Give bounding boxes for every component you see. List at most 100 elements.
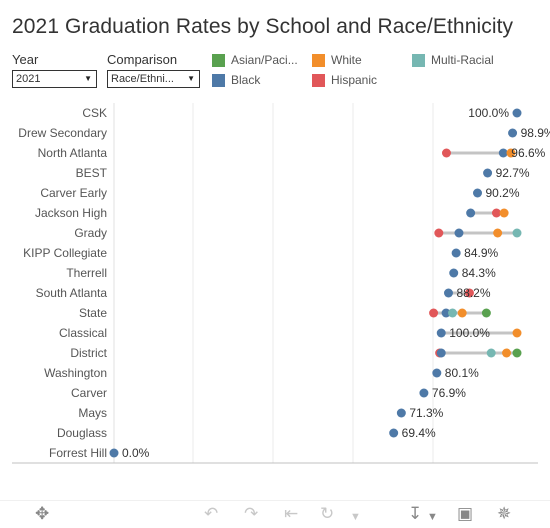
- data-point-black: [432, 368, 442, 378]
- data-point-multi-racial: [448, 308, 458, 318]
- school-label: BEST: [76, 166, 108, 180]
- chevron-down-icon: ▼: [84, 74, 92, 83]
- school-label: Carver Early: [40, 186, 107, 200]
- school-label: District: [70, 346, 107, 360]
- data-point-white: [493, 228, 503, 238]
- revert-icon[interactable]: ⇤: [284, 504, 299, 523]
- data-label: 0.0%: [122, 446, 150, 460]
- data-point-hispanic: [429, 308, 439, 318]
- legend-swatch: [212, 53, 225, 67]
- legend-label: White: [331, 53, 362, 67]
- data-point-hispanic: [491, 208, 501, 218]
- year-select[interactable]: 2021 ▼: [12, 70, 97, 88]
- comparison-label: Comparison: [107, 52, 178, 67]
- data-label: 76.9%: [432, 386, 466, 400]
- data-point-black: [483, 168, 493, 178]
- school-label: CSK: [82, 106, 107, 120]
- data-point-black: [473, 188, 483, 198]
- data-point-black: [436, 328, 446, 338]
- data-label: 80.1%: [445, 366, 479, 380]
- share-icon[interactable]: ✵: [497, 504, 512, 523]
- data-label: 69.4%: [402, 426, 436, 440]
- data-point-black: [109, 448, 119, 458]
- data-point-black: [436, 348, 446, 358]
- data-label: 98.9%: [521, 126, 550, 140]
- data-point-hispanic: [434, 228, 444, 238]
- year-select-value: 2021: [16, 73, 41, 85]
- data-point-black: [419, 388, 429, 398]
- data-point-black: [466, 208, 476, 218]
- data-point-black: [449, 268, 459, 278]
- school-label: Grady: [74, 226, 107, 240]
- legend-item-multi-racial[interactable]: Multi-Racial: [412, 52, 494, 68]
- dropdown-icon[interactable]: ▼: [350, 511, 361, 523]
- data-point-black: [389, 428, 399, 438]
- school-label: Jackson High: [35, 206, 107, 220]
- legend-item-hispanic[interactable]: Hispanic: [312, 72, 377, 88]
- legend-item-asian-pacific[interactable]: Asian/Paci...: [212, 52, 298, 68]
- row-header-pane: [12, 103, 114, 463]
- toolbar: ✥ ↶ ↷ ⇤ ↻ ▼ ↧ ▼ ▣ ✵: [0, 500, 550, 528]
- data-point-white: [499, 208, 509, 218]
- data-point-asian-paci: [512, 348, 522, 358]
- dot-range-chart: CSK 100.0% Drew Secondary 98.9% North Atlant…: [12, 103, 550, 464]
- data-point-white: [502, 348, 512, 358]
- data-point-black: [512, 108, 522, 118]
- school-label: Classical: [59, 326, 107, 340]
- legend-swatch: [312, 53, 325, 67]
- data-point-black: [441, 308, 451, 318]
- legend-swatch: [212, 73, 225, 87]
- data-label: 84.9%: [464, 246, 498, 260]
- data-point-black: [508, 128, 518, 138]
- school-label: Therrell: [66, 266, 107, 280]
- chart-title: 2021 Graduation Rates by School and Race…: [12, 15, 514, 38]
- data-point-black: [443, 288, 453, 298]
- legend-swatch: [312, 73, 325, 87]
- comparison-select[interactable]: Race/Ethni... ▼: [107, 70, 200, 88]
- legend-item-white[interactable]: White: [312, 52, 362, 68]
- school-label: Carver: [71, 386, 107, 400]
- school-label: KIPP Collegiate: [23, 246, 107, 260]
- fullscreen-icon[interactable]: ▣: [457, 504, 474, 523]
- chevron-down-icon: ▼: [187, 74, 195, 83]
- data-point-multi-racial: [486, 348, 496, 358]
- data-point-black: [451, 248, 461, 258]
- legend-label: Multi-Racial: [431, 53, 494, 67]
- data-label: 96.6%: [511, 146, 545, 160]
- legend-item-black[interactable]: Black: [212, 72, 260, 88]
- data-label: 90.2%: [486, 186, 520, 200]
- undo-icon[interactable]: ↶: [204, 504, 219, 523]
- legend-label: Black: [231, 73, 261, 87]
- school-label: State: [79, 306, 107, 320]
- data-point-white: [457, 308, 467, 318]
- school-label: Drew Secondary: [18, 126, 107, 140]
- move-icon[interactable]: ✥: [35, 504, 50, 523]
- legend-swatch: [412, 53, 425, 67]
- data-label: 92.7%: [496, 166, 530, 180]
- download-icon[interactable]: ↧: [408, 504, 423, 523]
- data-point-white: [506, 148, 516, 158]
- chevron-down-icon[interactable]: ▼: [427, 511, 438, 523]
- legend-label: Asian/Paci...: [231, 53, 298, 67]
- school-label: Mays: [78, 406, 107, 420]
- school-label: North Atlanta: [38, 146, 108, 160]
- data-point-hispanic: [441, 148, 451, 158]
- comparison-select-value: Race/Ethni...: [111, 73, 174, 85]
- data-point-asian-paci: [481, 308, 491, 318]
- data-point-white: [512, 328, 522, 338]
- data-label: 88.2%: [456, 286, 490, 300]
- year-label: Year: [12, 52, 39, 67]
- data-point-multi-racial: [512, 228, 522, 238]
- school-label: Douglass: [57, 426, 107, 440]
- data-label: 100.0%: [449, 326, 490, 340]
- school-label: Forrest Hill: [49, 446, 107, 460]
- data-point-black: [454, 228, 464, 238]
- data-label: 84.3%: [462, 266, 496, 280]
- data-label: 100.0%: [468, 106, 509, 120]
- data-point-black: [498, 148, 508, 158]
- school-label: South Atlanta: [36, 286, 108, 300]
- school-label: Washington: [44, 366, 107, 380]
- data-point-black: [396, 408, 406, 418]
- redo-icon[interactable]: ↷: [244, 504, 259, 523]
- refresh-icon[interactable]: ↻: [320, 504, 335, 523]
